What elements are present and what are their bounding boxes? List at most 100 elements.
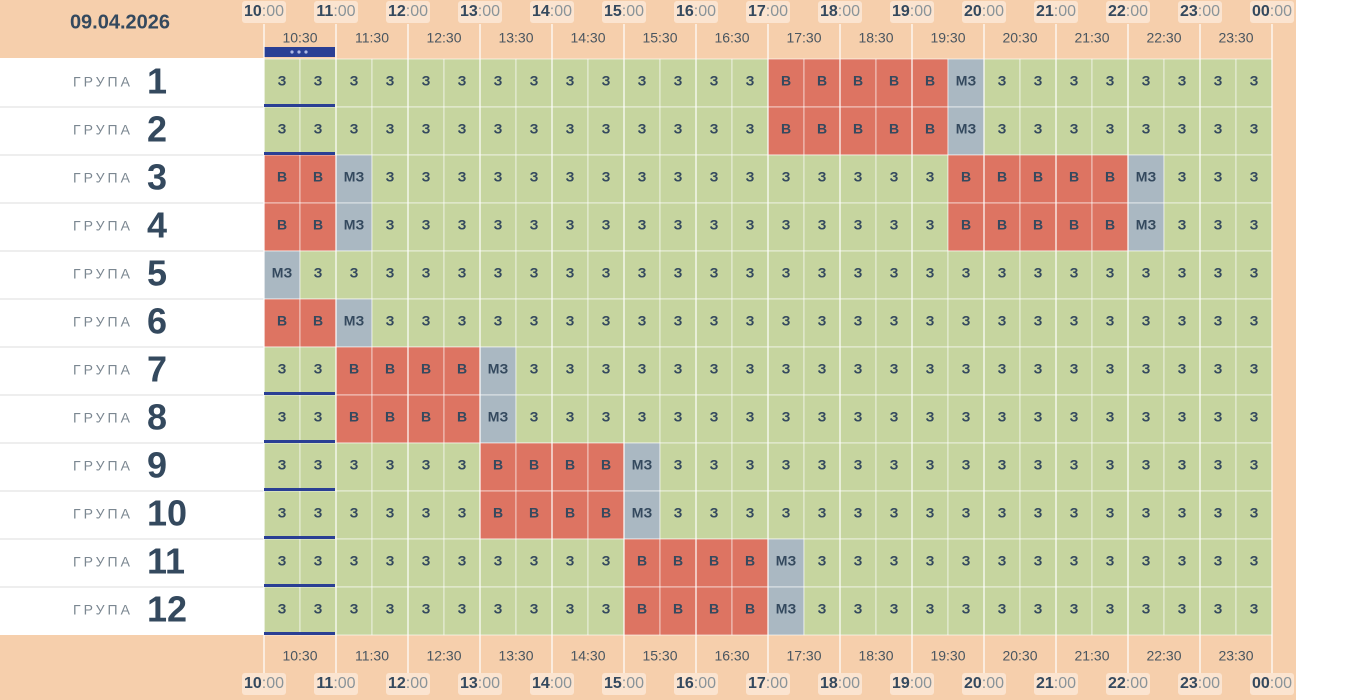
cell — [479, 538, 517, 588]
cell-state: З — [1034, 361, 1043, 377]
cell-state: З — [1034, 505, 1043, 521]
cell — [1199, 346, 1237, 396]
cell — [1235, 106, 1273, 156]
cell — [839, 202, 877, 252]
cell-state: З — [1178, 265, 1187, 281]
cell — [407, 298, 445, 348]
cell — [1019, 106, 1057, 156]
group-label: ГРУПА — [73, 458, 133, 474]
cell-state: З — [1034, 601, 1043, 617]
minute-part: :00 — [622, 3, 644, 20]
cell-state: В — [313, 169, 323, 185]
cell — [587, 106, 625, 156]
cell — [1055, 58, 1093, 108]
hour-label: 11:00 — [316, 675, 355, 692]
cell — [731, 586, 769, 636]
minute-part: :00 — [333, 675, 355, 692]
cell-state: З — [998, 553, 1007, 569]
cell-state: З — [1142, 265, 1151, 281]
cell — [767, 586, 805, 636]
cell — [371, 442, 409, 492]
cell — [1091, 586, 1129, 636]
cell-state: В — [853, 73, 863, 89]
cell — [1127, 442, 1165, 492]
cell-state: З — [998, 457, 1007, 473]
group-number: 6 — [147, 301, 167, 342]
cell-state: З — [566, 553, 575, 569]
cell-state: З — [1070, 265, 1079, 281]
cell — [407, 106, 445, 156]
cell-state: З — [782, 409, 791, 425]
cell — [623, 394, 661, 444]
cell-state: З — [1142, 553, 1151, 569]
cell — [731, 154, 769, 204]
cell-state: З — [1214, 265, 1223, 281]
cell-state: З — [530, 361, 539, 377]
hour-label: 21:00 — [1036, 675, 1076, 692]
cell-state: З — [710, 313, 719, 329]
half-hour-label: 17:30 — [786, 30, 821, 46]
cell — [1019, 442, 1057, 492]
hour-part: 12 — [388, 675, 406, 692]
cell — [299, 346, 337, 396]
cell — [695, 250, 733, 300]
hour-pill — [1250, 673, 1294, 695]
cell-state: З — [1106, 601, 1115, 617]
cell — [875, 394, 913, 444]
group-number: 11 — [147, 541, 185, 582]
hour-pill — [458, 1, 502, 23]
minute-part: :00 — [694, 675, 716, 692]
cell — [407, 250, 445, 300]
cell-state: З — [530, 73, 539, 89]
cell-state: З — [1034, 73, 1043, 89]
hour-part: 17 — [748, 3, 766, 20]
cell-state: З — [350, 601, 359, 617]
hour-part: 00 — [1252, 3, 1270, 20]
half-hour-label: 15:30 — [642, 30, 677, 46]
cell-state: З — [602, 169, 611, 185]
hour-label: 15:00 — [604, 675, 644, 692]
cell-state: З — [926, 313, 935, 329]
cell-state: З — [1178, 217, 1187, 233]
cell-state: В — [1033, 217, 1043, 233]
cell-state: З — [818, 217, 827, 233]
cell — [803, 58, 841, 108]
cell-state: З — [458, 73, 467, 89]
cell-state: З — [1250, 553, 1259, 569]
cell — [839, 586, 877, 636]
cell-state: З — [602, 313, 611, 329]
cell-state: З — [1250, 505, 1259, 521]
hour-part: 14 — [532, 675, 550, 692]
group-number: 10 — [147, 493, 187, 534]
cell-state: З — [314, 505, 323, 521]
cell-state: З — [1178, 169, 1187, 185]
hour-part: 16 — [676, 3, 694, 20]
cell — [551, 58, 589, 108]
group-label: ГРУПА — [73, 506, 133, 522]
cell-state: В — [673, 553, 683, 569]
dot — [304, 50, 308, 54]
cell — [1199, 586, 1237, 636]
hour-pill — [890, 673, 934, 695]
hour-pill — [674, 1, 718, 23]
group-label: ГРУПА — [73, 314, 133, 330]
cell — [875, 490, 913, 540]
cell-state: З — [278, 361, 287, 377]
half-hour-label: 22:30 — [1146, 30, 1181, 46]
cell-state: З — [1250, 217, 1259, 233]
cell-state: З — [1178, 73, 1187, 89]
cell-state: МЗ — [632, 505, 653, 521]
cell-state: З — [350, 265, 359, 281]
half-hour-label: 13:30 — [498, 30, 533, 46]
cell-state: З — [1178, 121, 1187, 137]
cell-state: В — [313, 313, 323, 329]
cell-state: З — [278, 457, 287, 473]
hour-label: 22:00 — [1108, 675, 1148, 692]
cell-state: З — [494, 73, 503, 89]
cell-state: З — [818, 505, 827, 521]
cell — [299, 250, 337, 300]
cell — [1019, 154, 1057, 204]
group-label: ГРУПА — [73, 218, 133, 234]
cell — [875, 298, 913, 348]
cell — [407, 346, 445, 396]
